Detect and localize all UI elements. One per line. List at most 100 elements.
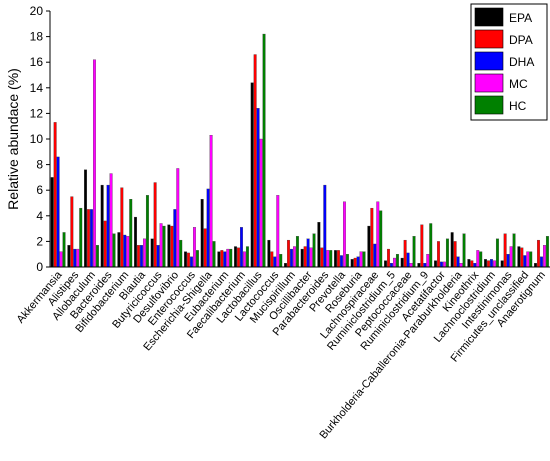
bar-epa-5 [134,216,137,268]
bar-mc-7 [176,168,180,268]
bar-dha-1 [73,248,77,268]
bar-hc-9 [212,241,216,268]
bar-hc-0 [62,232,66,268]
bar-dpa-10 [220,250,224,268]
bar-mc-4 [126,236,130,268]
legend-swatch-mc [474,73,504,93]
bar-mc-16 [326,250,330,268]
bar-dpa-11 [237,247,240,268]
bar-dha-28 [523,255,527,268]
y-tick-label: 4 [36,209,43,223]
bar-mc-15 [309,247,313,268]
bar-dpa-22 [420,224,424,268]
bar-dpa-13 [270,251,274,268]
y-axis-title: Relative abundace (%) [5,68,21,210]
bar-dpa-20 [387,248,390,268]
bar-epa-3 [100,184,104,268]
bar-dha-26 [490,259,493,268]
bar-mc-26 [493,260,496,268]
bar-hc-17 [345,254,349,268]
bar-hc-14 [295,236,299,268]
bar-dpa-0 [53,122,57,268]
x-axis: AkkermansiaAlistipesAllobaculumBacteroid… [15,266,550,441]
bar-dha-8 [190,256,193,268]
bar-dha-5 [140,245,143,268]
bar-hc-6 [162,225,166,268]
bar-dpa-8 [187,252,190,268]
bar-epa-12 [250,82,254,268]
y-tick-label: 18 [30,30,44,44]
bar-epa-18 [350,259,354,268]
bar-hc-4 [129,199,133,268]
y-tick-label: 6 [36,183,43,197]
bar-dha-18 [356,256,360,268]
bar-dha-17 [340,255,343,268]
bar-dpa-6 [153,182,157,268]
bar-hc-21 [412,236,416,268]
bar-mc-1 [76,248,80,268]
bar-hc-15 [312,233,316,268]
bar-epa-11 [234,246,237,268]
bar-mc-20 [393,257,396,268]
bar-dpa-29 [537,239,540,268]
bar-mc-9 [209,135,213,268]
bar-dpa-9 [203,228,207,268]
bar-dha-3 [106,184,110,268]
bar-mc-23 [443,261,446,268]
bar-dpa-14 [287,239,290,268]
bar-mc-3 [109,173,113,268]
bar-hc-18 [362,251,366,268]
bar-hc-26 [495,238,499,268]
bar-dpa-28 [520,247,524,268]
bar-epa-14 [284,263,287,268]
bar-mc-10 [226,248,230,268]
bar-epa-29 [534,263,537,268]
bar-hc-22 [429,223,433,268]
bar-dha-2 [90,209,93,268]
bar-mc-2 [93,59,96,268]
bar-hc-5 [145,195,149,268]
bar-mc-21 [409,263,413,268]
bar-hc-8 [195,250,199,268]
bar-dha-11 [240,227,243,268]
bar-dpa-1 [70,196,74,268]
bar-mc-29 [543,245,546,268]
bar-dha-29 [540,256,543,268]
y-tick-label: 14 [30,81,44,95]
bar-mc-12 [259,138,263,268]
bar-hc-2 [95,245,99,268]
bar-hc-29 [545,236,549,268]
bar-epa-25 [467,259,471,268]
bar-dha-27 [506,254,510,268]
legend-label-epa: EPA [509,11,532,25]
bar-mc-0 [59,251,63,268]
bar-epa-8 [184,251,187,268]
bar-dha-13 [273,256,277,268]
bar-epa-4 [117,232,121,268]
bar-dha-19 [373,243,377,268]
bar-epa-27 [500,260,504,268]
bar-mc-18 [359,251,363,268]
bar-hc-19 [379,210,383,268]
bar-mc-28 [526,251,530,268]
legend-swatch-dpa [474,29,504,49]
bar-hc-7 [179,239,183,268]
bar-hc-27 [512,233,516,268]
bar-epa-6 [150,238,154,268]
bar-epa-16 [317,222,321,268]
bar-epa-20 [384,260,387,268]
bar-mc-17 [343,201,346,268]
bar-dha-21 [406,252,410,268]
bar-hc-28 [529,251,533,268]
legend-swatch-dha [474,51,504,71]
bar-dha-7 [173,209,177,268]
bar-hc-1 [79,207,83,268]
bar-dpa-16 [320,247,324,268]
bar-hc-24 [462,233,466,268]
bar-dha-23 [440,261,443,268]
y-axis: 0 2 4 6 8 10 12 14 16 18 20 [30,4,51,274]
bar-hc-16 [329,250,333,268]
bar-epa-23 [434,260,437,268]
bar-mc-25 [476,250,480,268]
